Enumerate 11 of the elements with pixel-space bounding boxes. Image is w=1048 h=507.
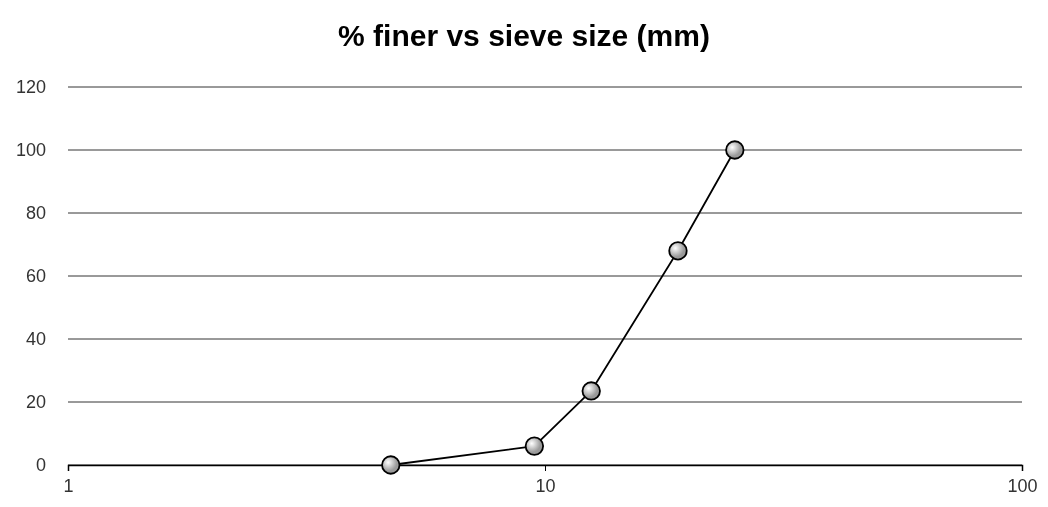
x-tick-label: 100 xyxy=(1007,475,1038,496)
y-tick-label: 100 xyxy=(15,140,46,161)
y-tick-label: 40 xyxy=(25,329,46,350)
y-tick-label: 0 xyxy=(35,455,46,476)
y-tick-label: 20 xyxy=(25,392,46,413)
x-tick-label: 1 xyxy=(63,475,74,496)
y-tick-label: 120 xyxy=(15,77,46,98)
x-tick-label: 10 xyxy=(535,475,556,496)
chart-title: % finer vs sieve size (mm) xyxy=(338,19,710,52)
y-tick-label: 60 xyxy=(25,266,46,287)
y-tick-label: 80 xyxy=(25,203,46,224)
